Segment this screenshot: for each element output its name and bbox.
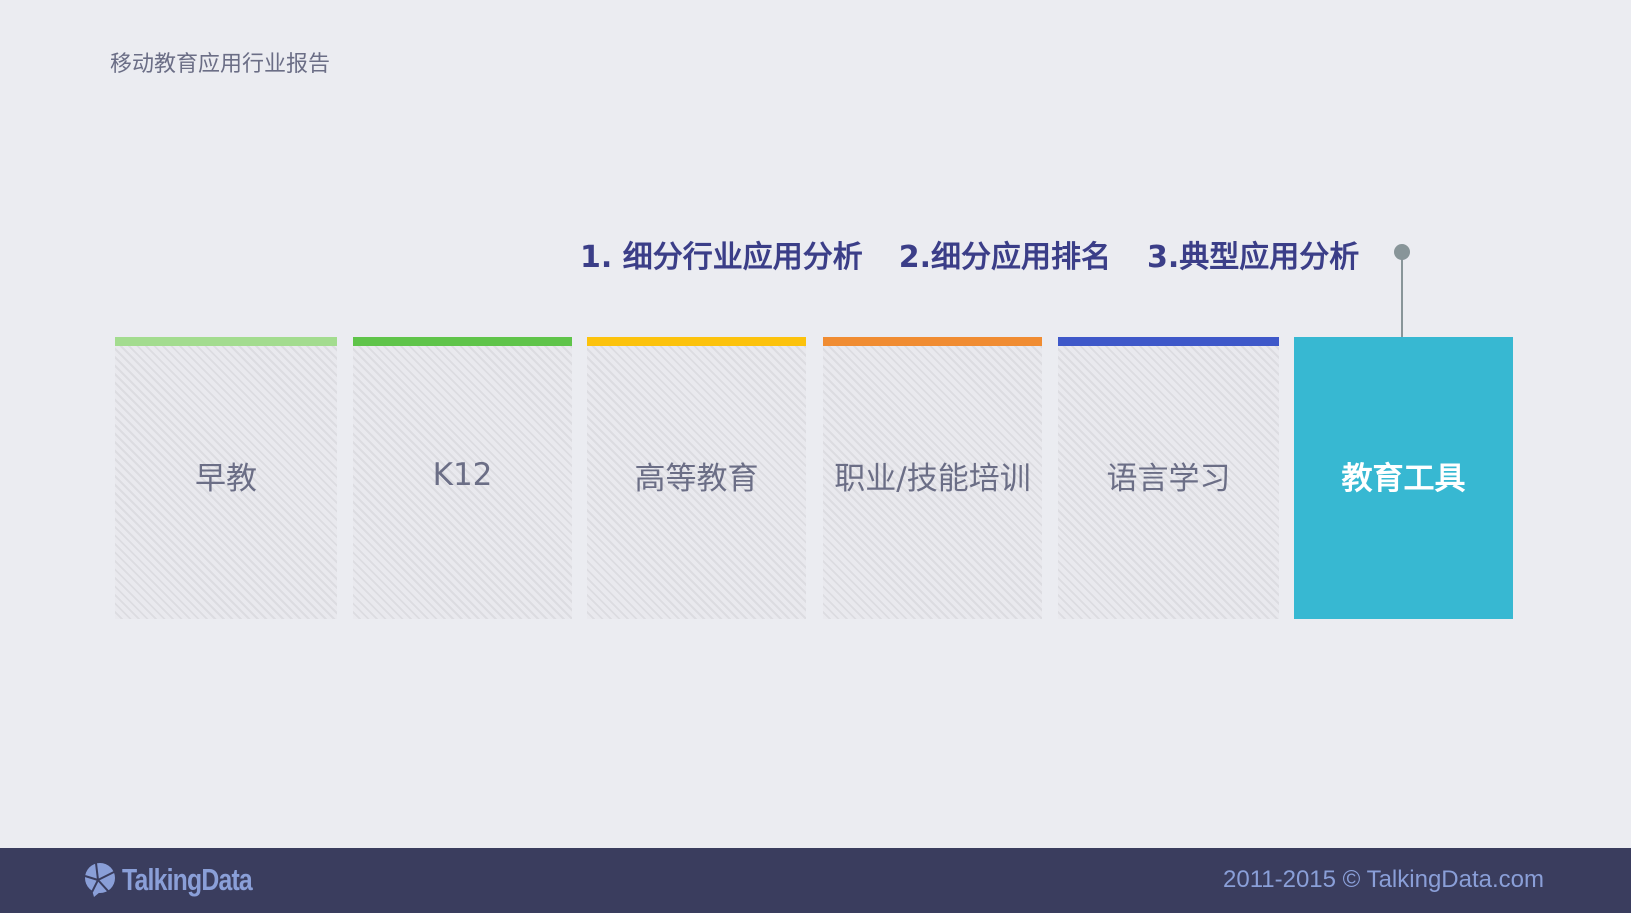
category-color-bar [587, 337, 806, 346]
nav-item-app-ranking[interactable]: 2.细分应用排名 [898, 240, 1111, 275]
category-higher-education[interactable]: 高等教育 [587, 337, 806, 619]
copyright: 2011-2015 © TalkingData.com [1223, 866, 1544, 893]
category-color-bar [823, 337, 1042, 346]
talkingdata-logo: TalkingData [82, 862, 284, 898]
category-color-bar [1058, 337, 1279, 346]
category-color-bar [115, 337, 337, 346]
category-label: 职业/技能培训 [834, 460, 1031, 497]
footer: TalkingData 2011-2015 © TalkingData.com [0, 848, 1631, 913]
category-label: 语言学习 [1106, 460, 1231, 497]
category-vocational-training[interactable]: 职业/技能培训 [823, 337, 1042, 619]
pointer-line [1401, 258, 1403, 338]
category-label: 高等教育 [634, 460, 759, 497]
category-color-bar [353, 337, 572, 346]
report-title: 移动教育应用行业报告 [110, 52, 331, 77]
section-nav: 1. 细分行业应用分析 2.细分应用排名 3.典型应用分析 [580, 232, 1359, 276]
category-education-tools[interactable]: 教育工具 [1294, 337, 1513, 619]
pointer-dot [1394, 244, 1410, 260]
logo-text: TalkingData [122, 862, 253, 897]
speech-bubble-pie-icon [84, 862, 115, 897]
category-label: 早教 [195, 460, 257, 497]
nav-item-typical-app-analysis[interactable]: 3.典型应用分析 [1147, 240, 1360, 275]
category-label: K12 [432, 457, 493, 493]
nav-item-industry-analysis[interactable]: 1. 细分行业应用分析 [580, 240, 863, 275]
category-label: 教育工具 [1341, 460, 1466, 497]
category-language-learning[interactable]: 语言学习 [1058, 337, 1279, 619]
category-k12[interactable]: K12 [353, 337, 572, 619]
category-early-education[interactable]: 早教 [115, 337, 337, 619]
